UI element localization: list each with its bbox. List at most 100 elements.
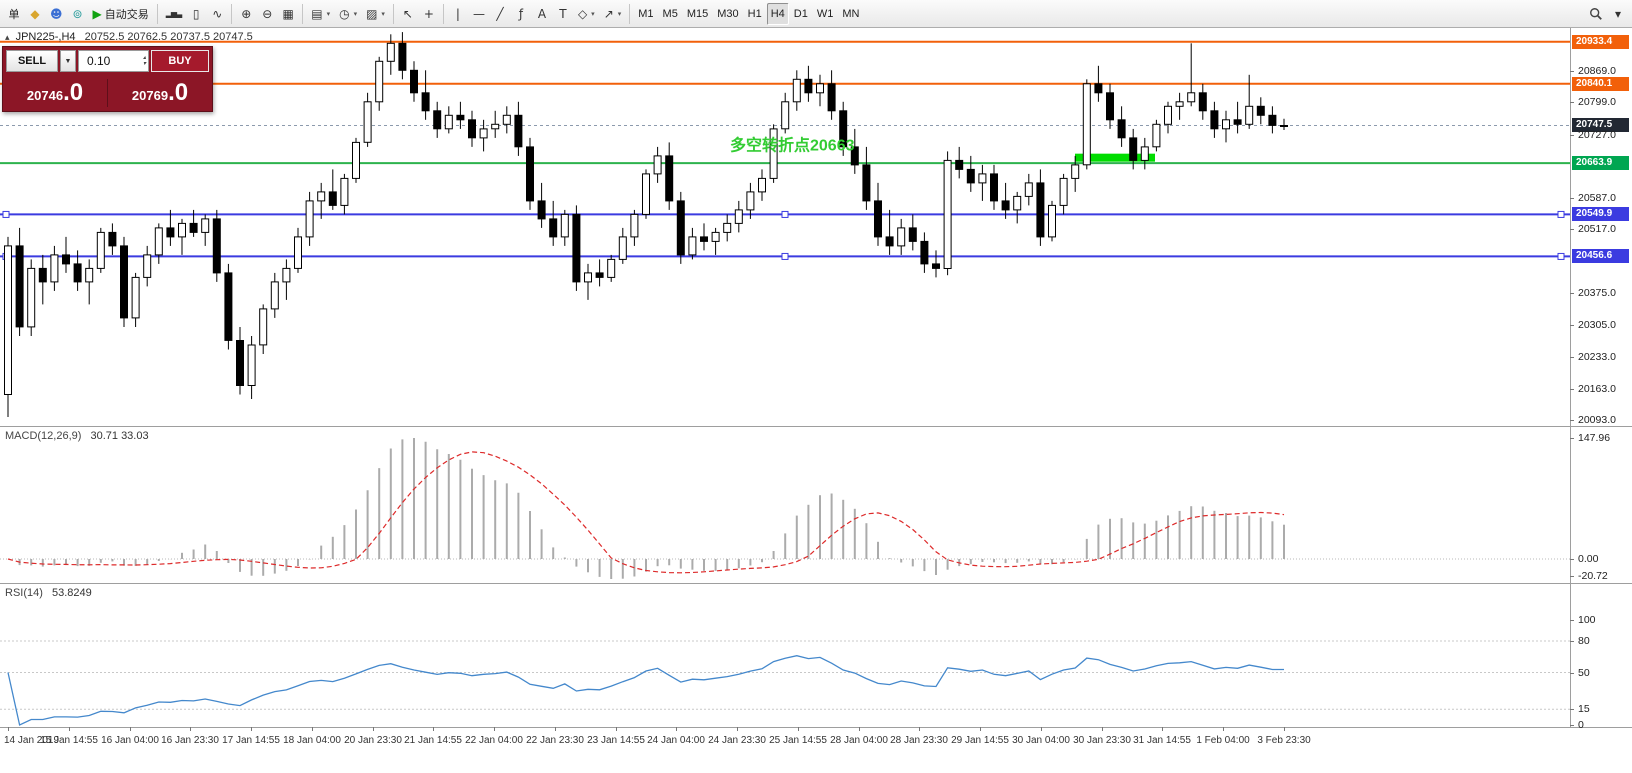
trendline-icon[interactable]: ╱ xyxy=(490,3,510,25)
charts-icon[interactable]: ◆ xyxy=(25,3,45,25)
text-label-icon[interactable]: T xyxy=(553,3,573,25)
bull-candle xyxy=(154,227,163,256)
fibonacci-icon[interactable]: ƒ xyxy=(511,3,531,25)
tile-windows-icon[interactable]: ▦ xyxy=(278,3,298,25)
cursor-icon[interactable]: ↖ xyxy=(398,3,418,25)
axis-tick xyxy=(1570,102,1574,103)
rsi-name: RSI(14) xyxy=(5,587,43,599)
sell-options-dropdown[interactable]: ▼ xyxy=(60,50,76,72)
timeframe-h1[interactable]: H1 xyxy=(744,3,766,25)
timeframe-w1[interactable]: W1 xyxy=(813,3,838,25)
price-label: 20163.0 xyxy=(1578,383,1616,395)
ohlc-values: 20752.5 20762.5 20737.5 20747.5 xyxy=(84,31,253,43)
volume-spinner[interactable]: ▴ ▾ xyxy=(143,55,146,67)
community-icon[interactable]: ⊚ xyxy=(68,3,88,25)
bear-candle xyxy=(920,240,929,265)
bull-candle xyxy=(618,236,627,260)
time-label: 18 Jan 04:00 xyxy=(283,735,341,746)
crosshair-icon[interactable]: + xyxy=(419,3,439,25)
rsi-line xyxy=(7,655,1284,726)
time-label: 23 Jan 14:55 xyxy=(587,735,645,746)
new-chart-icon[interactable]: ▤ ▾ xyxy=(307,3,334,25)
search-icon[interactable] xyxy=(1585,3,1607,25)
timeframe-h4[interactable]: H4 xyxy=(766,2,789,25)
time-label: 28 Jan 23:30 xyxy=(890,735,948,746)
buy-button[interactable]: BUY xyxy=(151,50,209,72)
time-label: 24 Jan 04:00 xyxy=(647,735,705,746)
time-label: 30 Jan 04:00 xyxy=(1012,735,1070,746)
chart-window[interactable]: 多空转折点20663 ▴ JPN225-,H4 20752.5 20762.5 … xyxy=(0,28,1632,773)
shapes-icon[interactable]: ◇ ▾ xyxy=(574,3,599,25)
sell-button[interactable]: SELL xyxy=(6,50,58,72)
volume-stepper[interactable]: 0.10 ▴ ▾ xyxy=(78,50,149,72)
time-tick xyxy=(8,727,9,731)
bear-candle xyxy=(572,213,581,283)
timeframe-m1[interactable]: M1 xyxy=(634,3,657,25)
bull-candle xyxy=(688,236,697,256)
spinner-up-icon[interactable]: ▴ xyxy=(142,55,146,61)
bear-candle xyxy=(120,245,128,319)
rsi-axis-label: 50 xyxy=(1578,667,1590,679)
sell-price[interactable]: 20746.0 xyxy=(3,79,107,107)
price-axis[interactable]: 20933.4 20869.0 20840.1 20799.0 20747.5 20727… xyxy=(1570,28,1632,773)
bull-candle xyxy=(444,114,453,130)
time-tick xyxy=(1223,727,1224,731)
indicators-icon[interactable]: ▨ ▾ xyxy=(362,3,389,25)
horizontal-line-icon[interactable]: — xyxy=(469,3,489,25)
bull-candle xyxy=(340,177,349,206)
bull-candle xyxy=(792,78,801,103)
zoom-out-icon[interactable]: ⊖ xyxy=(257,3,277,25)
time-axis[interactable]: 14 Jan 2019 15 Jan 14:55 16 Jan 04:00 16 Ja… xyxy=(0,727,1570,773)
macd-indicator-panel[interactable] xyxy=(0,426,1570,583)
macd-values: 30.71 33.03 xyxy=(90,430,149,442)
menu-caret-icon[interactable]: ▾ xyxy=(1608,3,1628,25)
zoom-in-icon[interactable]: ⊕ xyxy=(236,3,256,25)
arrows-icon[interactable]: ↗ ▾ xyxy=(600,3,626,25)
rsi-indicator-panel[interactable] xyxy=(0,583,1570,727)
timeframe-m5[interactable]: M5 xyxy=(659,3,682,25)
bear-candle xyxy=(328,191,337,206)
panel-separator[interactable] xyxy=(0,426,1632,427)
accounts-icon[interactable]: ☻ xyxy=(46,3,67,25)
price-tag: 20840.1 xyxy=(1572,77,1629,91)
bear-candle xyxy=(1094,83,1103,94)
bull-candle xyxy=(1059,177,1068,206)
timeframe-d1[interactable]: D1 xyxy=(790,3,812,25)
bar-chart-icon[interactable]: ▂▅▃ xyxy=(162,3,185,25)
main-price-chart[interactable]: 多空转折点20663 xyxy=(0,28,1570,426)
bear-candle xyxy=(839,110,848,148)
vertical-line-icon[interactable]: | xyxy=(448,3,468,25)
line-anchor xyxy=(2,210,10,218)
time-label: 20 Jan 23:30 xyxy=(344,735,402,746)
timeframe-m30[interactable]: M30 xyxy=(713,3,742,25)
bear-candle xyxy=(433,110,442,130)
line-chart-icon[interactable]: ∿ xyxy=(207,3,227,25)
text-icon[interactable]: A xyxy=(532,3,552,25)
new-order-button[interactable]: 单 xyxy=(4,3,24,25)
bull-candle xyxy=(897,227,906,247)
time-label: 25 Jan 14:55 xyxy=(769,735,827,746)
panel-separator xyxy=(0,727,1632,728)
time-label: 16 Jan 04:00 xyxy=(101,735,159,746)
timeframe-mn[interactable]: MN xyxy=(838,3,863,25)
buy-price-main: 20769 xyxy=(131,88,169,103)
rsi-axis-label: 0 xyxy=(1578,719,1584,731)
macd-axis-label: 147.96 xyxy=(1578,432,1611,444)
macd-signal-line xyxy=(7,451,1285,574)
bear-candle xyxy=(908,227,917,242)
time-tick xyxy=(1041,727,1042,731)
symbol-period: JPN225-,H4 xyxy=(15,31,76,43)
dropdown-caret-icon: ▾ xyxy=(591,10,595,18)
panel-separator[interactable] xyxy=(0,583,1632,584)
buy-price[interactable]: 20769.0 xyxy=(108,79,212,107)
timeframe-m15[interactable]: M15 xyxy=(683,3,712,25)
period-icon[interactable]: ◷ ▾ xyxy=(335,3,361,25)
time-tick xyxy=(1102,727,1103,731)
autotrading-button[interactable]: ▶ 自动交易 xyxy=(89,3,153,25)
bull-candle xyxy=(1245,105,1254,125)
time-label: 21 Jan 14:55 xyxy=(404,735,462,746)
spinner-down-icon[interactable]: ▾ xyxy=(142,61,146,67)
bear-candle xyxy=(212,218,221,274)
candlestick-chart-icon[interactable]: ▯ xyxy=(186,3,206,25)
